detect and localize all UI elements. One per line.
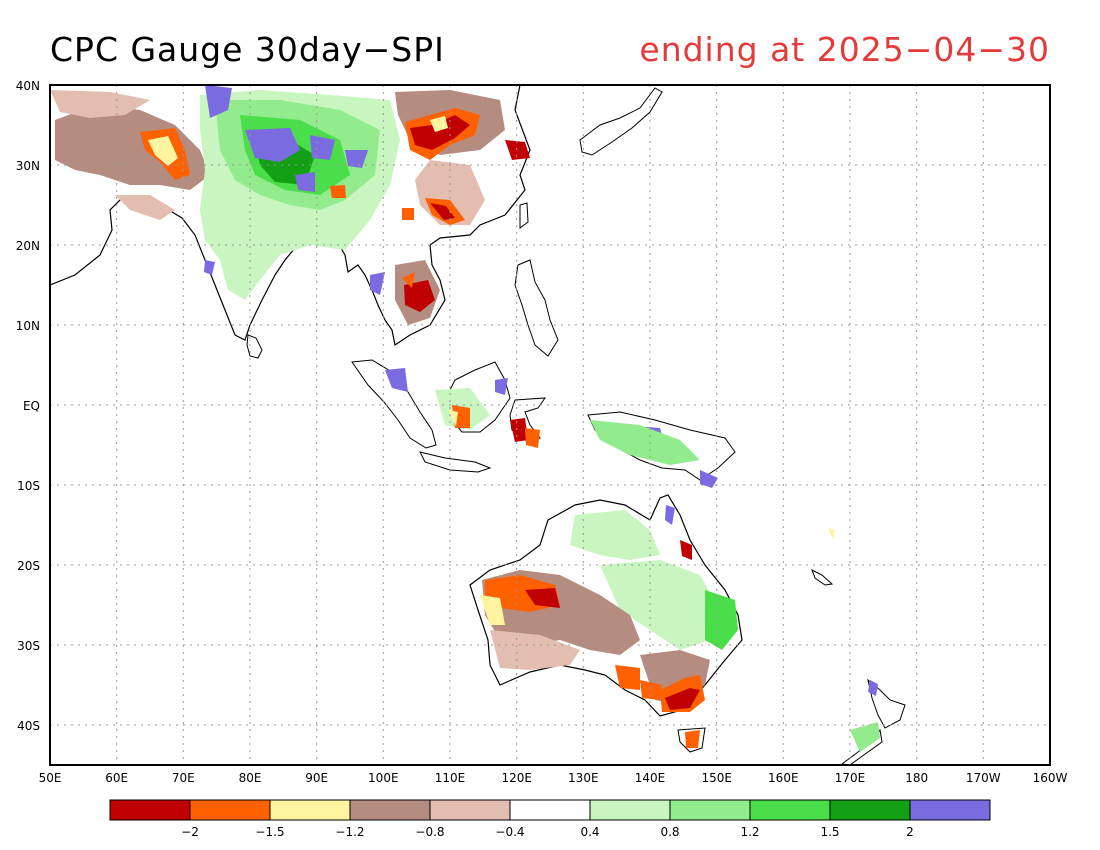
colorbar-swatch	[269, 799, 351, 821]
land-new-zealand-north	[867, 678, 906, 729]
land-java	[419, 451, 492, 473]
colorbar: −2 −1.5 −1.2 −0.8 −0.4 0.4 0.8 1.2 1.5 2	[109, 799, 991, 839]
lat-tick: 10N	[16, 319, 40, 333]
land-philippines	[514, 259, 559, 357]
lon-tick: 160E	[768, 771, 799, 785]
lon-tick: 80E	[239, 771, 262, 785]
colorbar-label: 2	[906, 825, 914, 839]
lon-tick: 100E	[368, 771, 399, 785]
map-frame	[49, 84, 1051, 766]
lon-tick: 50E	[39, 771, 62, 785]
colorbar-label: 1.5	[820, 825, 839, 839]
land-new-caledonia	[811, 568, 834, 586]
map-subtitle: ending at 2025−04−30	[639, 30, 1050, 69]
lat-tick: 20S	[17, 559, 40, 573]
colorbar-label: 0.4	[580, 825, 599, 839]
colorbar-swatch	[189, 799, 271, 821]
lon-tick: 120E	[501, 771, 532, 785]
lat-tick: 40S	[17, 719, 40, 733]
land-taiwan	[519, 202, 529, 229]
lat-tick: 10S	[17, 479, 40, 493]
lon-tick: 130E	[568, 771, 599, 785]
lon-tick: 180	[905, 771, 928, 785]
colorbar-label: −1.5	[255, 825, 284, 839]
lon-tick: 140E	[635, 771, 666, 785]
lon-tick: 70E	[172, 771, 195, 785]
colorbar-swatch	[589, 799, 671, 821]
lat-tick: 30N	[16, 159, 40, 173]
lon-tick: 90E	[305, 771, 328, 785]
colorbar-label: 1.2	[740, 825, 759, 839]
land-sri-lanka	[246, 334, 263, 359]
lat-tick: 20N	[16, 239, 40, 253]
colorbar-swatch	[349, 799, 431, 821]
lon-tick: 150E	[701, 771, 732, 785]
colorbar-swatch	[429, 799, 511, 821]
colorbar-swatch	[749, 799, 831, 821]
colorbar-label: −1.2	[335, 825, 364, 839]
spi-anomalies	[50, 85, 880, 752]
colorbar-label: −0.4	[495, 825, 524, 839]
colorbar-swatch	[909, 799, 991, 821]
land-japan	[579, 87, 663, 156]
lat-tick: 40N	[16, 79, 40, 93]
colorbar-label: 0.8	[660, 825, 679, 839]
colorbar-swatch	[509, 799, 591, 821]
gridlines	[50, 85, 1050, 765]
lon-tick: 170W	[966, 771, 1001, 785]
lat-tick: 30S	[17, 639, 40, 653]
colorbar-swatch	[829, 799, 911, 821]
lat-axis: 40N 30N 20N 10N EQ 10S 20S 30S 40S	[16, 79, 40, 733]
map-title: CPC Gauge 30day−SPI	[50, 30, 445, 69]
colorbar-swatch	[109, 799, 191, 821]
lon-tick: 160W	[1033, 771, 1068, 785]
lon-tick: 170E	[835, 771, 866, 785]
lon-axis: 50E 60E 70E 80E 90E 100E 110E 120E 130E …	[39, 771, 1068, 785]
colorbar-label: −2	[181, 825, 199, 839]
colorbar-label: −0.8	[415, 825, 444, 839]
lat-tick: EQ	[23, 399, 40, 413]
colorbar-swatch	[669, 799, 751, 821]
lon-tick: 110E	[435, 771, 466, 785]
precip-field	[50, 85, 906, 765]
lon-tick: 60E	[105, 771, 128, 785]
